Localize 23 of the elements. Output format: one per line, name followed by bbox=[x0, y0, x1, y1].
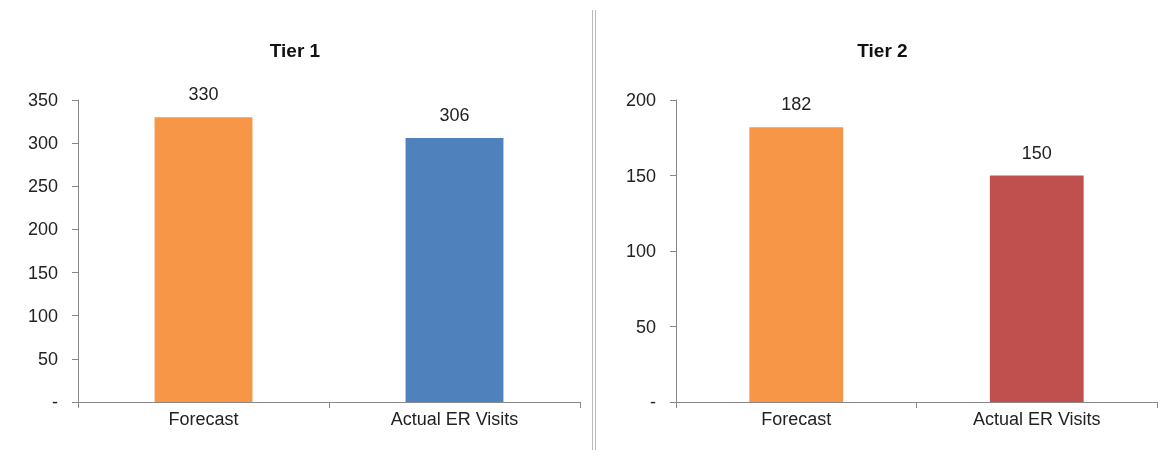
chart-title: Tier 2 bbox=[857, 40, 908, 61]
x-tick-label: Actual ER Visits bbox=[390, 409, 519, 429]
y-tick-label: 100 bbox=[27, 305, 58, 326]
y-tick-label: - bbox=[52, 392, 58, 412]
data-label: 150 bbox=[1021, 142, 1052, 163]
y-tick-label: 150 bbox=[625, 165, 656, 186]
y-tick-label: 150 bbox=[27, 262, 58, 283]
chart-title: Tier 1 bbox=[269, 40, 321, 61]
y-tick-label: 200 bbox=[625, 90, 656, 110]
x-tick-label: Forecast bbox=[761, 409, 832, 429]
y-tick-label: 200 bbox=[27, 219, 58, 240]
y-tick-label: 50 bbox=[37, 348, 58, 369]
data-label: 182 bbox=[781, 94, 812, 115]
y-tick-label: 300 bbox=[27, 133, 58, 154]
y-tick-label: - bbox=[650, 392, 656, 412]
x-tick-label: Actual ER Visits bbox=[972, 409, 1101, 429]
data-label: 330 bbox=[188, 84, 219, 105]
data-label: 306 bbox=[439, 104, 470, 125]
x-tick-label: Forecast bbox=[168, 409, 239, 429]
y-tick-label: 100 bbox=[625, 241, 656, 261]
y-tick-label: 350 bbox=[27, 90, 58, 110]
y-tick-label: 250 bbox=[27, 176, 58, 197]
y-tick-label: 50 bbox=[635, 316, 656, 337]
